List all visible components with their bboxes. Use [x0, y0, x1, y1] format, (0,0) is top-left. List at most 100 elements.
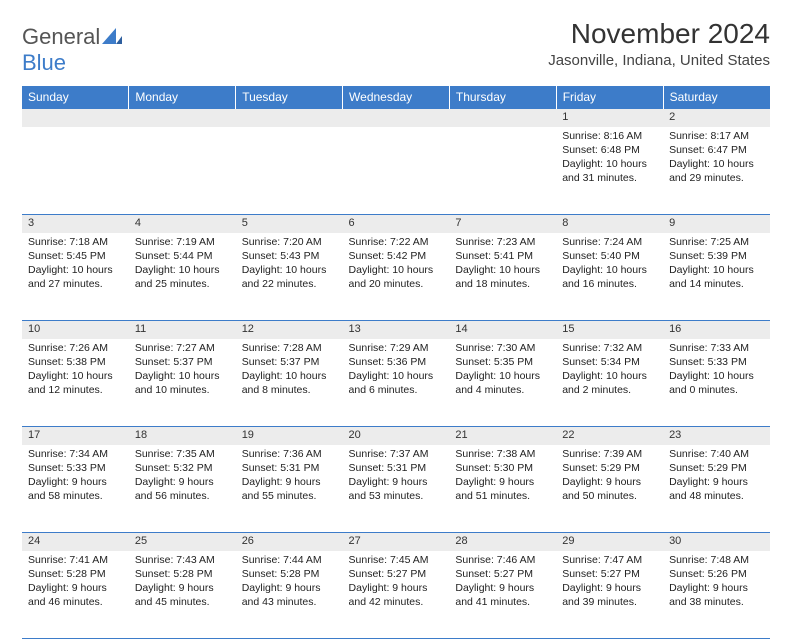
header: General Blue November 2024 Jasonville, I…: [22, 18, 770, 76]
day-number: [343, 109, 450, 127]
daylight-text: Daylight: 9 hours and 43 minutes.: [242, 581, 337, 609]
sunset-text: Sunset: 5:33 PM: [669, 355, 764, 369]
sunset-text: Sunset: 5:27 PM: [562, 567, 657, 581]
day-number: 24: [22, 533, 129, 551]
weekday-header: Tuesday: [236, 86, 343, 109]
day-number-row: 24252627282930: [22, 533, 770, 551]
daylight-text: Daylight: 9 hours and 42 minutes.: [349, 581, 444, 609]
sunset-text: Sunset: 5:35 PM: [455, 355, 550, 369]
sunrise-text: Sunrise: 7:32 AM: [562, 341, 657, 355]
daylight-text: Daylight: 9 hours and 55 minutes.: [242, 475, 337, 503]
day-number: [22, 109, 129, 127]
sunset-text: Sunset: 5:41 PM: [455, 249, 550, 263]
day-details: Sunrise: 7:26 AMSunset: 5:38 PMDaylight:…: [22, 339, 129, 402]
day-details: Sunrise: 7:38 AMSunset: 5:30 PMDaylight:…: [449, 445, 556, 508]
day-number-row: 3456789: [22, 215, 770, 233]
day-details: Sunrise: 7:45 AMSunset: 5:27 PMDaylight:…: [343, 551, 450, 614]
day-number: 10: [22, 321, 129, 339]
day-cell: Sunrise: 7:48 AMSunset: 5:26 PMDaylight:…: [663, 551, 770, 639]
day-cell: Sunrise: 7:45 AMSunset: 5:27 PMDaylight:…: [343, 551, 450, 639]
daylight-text: Daylight: 10 hours and 16 minutes.: [562, 263, 657, 291]
daylight-text: Daylight: 9 hours and 39 minutes.: [562, 581, 657, 609]
sunset-text: Sunset: 6:47 PM: [669, 143, 764, 157]
day-cell: Sunrise: 8:17 AMSunset: 6:47 PMDaylight:…: [663, 127, 770, 215]
logo-text: General Blue: [22, 24, 122, 76]
sunrise-text: Sunrise: 7:48 AM: [669, 553, 764, 567]
day-details: Sunrise: 7:36 AMSunset: 5:31 PMDaylight:…: [236, 445, 343, 508]
weekday-header: Thursday: [449, 86, 556, 109]
daylight-text: Daylight: 10 hours and 29 minutes.: [669, 157, 764, 185]
sunrise-text: Sunrise: 7:25 AM: [669, 235, 764, 249]
sunset-text: Sunset: 5:29 PM: [669, 461, 764, 475]
weekday-header: Monday: [129, 86, 236, 109]
day-number-row: 12: [22, 109, 770, 127]
daylight-text: Daylight: 9 hours and 38 minutes.: [669, 581, 764, 609]
daylight-text: Daylight: 10 hours and 31 minutes.: [562, 157, 657, 185]
daylight-text: Daylight: 10 hours and 10 minutes.: [135, 369, 230, 397]
day-content-row: Sunrise: 7:41 AMSunset: 5:28 PMDaylight:…: [22, 551, 770, 639]
sunrise-text: Sunrise: 7:22 AM: [349, 235, 444, 249]
day-number: 7: [449, 215, 556, 233]
sunrise-text: Sunrise: 7:20 AM: [242, 235, 337, 249]
sunrise-text: Sunrise: 7:24 AM: [562, 235, 657, 249]
daylight-text: Daylight: 10 hours and 18 minutes.: [455, 263, 550, 291]
sunrise-text: Sunrise: 7:37 AM: [349, 447, 444, 461]
day-details: Sunrise: 7:41 AMSunset: 5:28 PMDaylight:…: [22, 551, 129, 614]
sunrise-text: Sunrise: 7:46 AM: [455, 553, 550, 567]
sunset-text: Sunset: 5:43 PM: [242, 249, 337, 263]
day-cell: Sunrise: 7:32 AMSunset: 5:34 PMDaylight:…: [556, 339, 663, 427]
sunrise-text: Sunrise: 7:39 AM: [562, 447, 657, 461]
day-number: 1: [556, 109, 663, 127]
daylight-text: Daylight: 10 hours and 25 minutes.: [135, 263, 230, 291]
daylight-text: Daylight: 9 hours and 45 minutes.: [135, 581, 230, 609]
day-number: 3: [22, 215, 129, 233]
day-number: 19: [236, 427, 343, 445]
day-details: Sunrise: 7:48 AMSunset: 5:26 PMDaylight:…: [663, 551, 770, 614]
sunrise-text: Sunrise: 7:19 AM: [135, 235, 230, 249]
daylight-text: Daylight: 10 hours and 22 minutes.: [242, 263, 337, 291]
daylight-text: Daylight: 10 hours and 4 minutes.: [455, 369, 550, 397]
day-details: Sunrise: 7:34 AMSunset: 5:33 PMDaylight:…: [22, 445, 129, 508]
sunset-text: Sunset: 5:45 PM: [28, 249, 123, 263]
logo-sail-icon: [102, 31, 122, 48]
day-cell: Sunrise: 7:44 AMSunset: 5:28 PMDaylight:…: [236, 551, 343, 639]
day-details: Sunrise: 7:23 AMSunset: 5:41 PMDaylight:…: [449, 233, 556, 296]
title-block: November 2024 Jasonville, Indiana, Unite…: [548, 18, 770, 69]
logo: General Blue: [22, 24, 122, 76]
sunset-text: Sunset: 5:30 PM: [455, 461, 550, 475]
day-details: Sunrise: 7:33 AMSunset: 5:33 PMDaylight:…: [663, 339, 770, 402]
month-title: November 2024: [548, 18, 770, 50]
day-number: 30: [663, 533, 770, 551]
sunrise-text: Sunrise: 7:23 AM: [455, 235, 550, 249]
day-details: Sunrise: 7:22 AMSunset: 5:42 PMDaylight:…: [343, 233, 450, 296]
day-number: 18: [129, 427, 236, 445]
day-details: Sunrise: 7:47 AMSunset: 5:27 PMDaylight:…: [556, 551, 663, 614]
day-number: 26: [236, 533, 343, 551]
day-number: 8: [556, 215, 663, 233]
daylight-text: Daylight: 10 hours and 20 minutes.: [349, 263, 444, 291]
day-number: 13: [343, 321, 450, 339]
day-cell: Sunrise: 7:38 AMSunset: 5:30 PMDaylight:…: [449, 445, 556, 533]
sunset-text: Sunset: 5:32 PM: [135, 461, 230, 475]
sunset-text: Sunset: 5:40 PM: [562, 249, 657, 263]
sunrise-text: Sunrise: 7:38 AM: [455, 447, 550, 461]
day-number-row: 17181920212223: [22, 427, 770, 445]
day-cell: Sunrise: 7:25 AMSunset: 5:39 PMDaylight:…: [663, 233, 770, 321]
day-cell: Sunrise: 7:34 AMSunset: 5:33 PMDaylight:…: [22, 445, 129, 533]
day-cell: Sunrise: 7:23 AMSunset: 5:41 PMDaylight:…: [449, 233, 556, 321]
day-cell: Sunrise: 7:47 AMSunset: 5:27 PMDaylight:…: [556, 551, 663, 639]
sunrise-text: Sunrise: 7:40 AM: [669, 447, 764, 461]
day-cell: Sunrise: 7:35 AMSunset: 5:32 PMDaylight:…: [129, 445, 236, 533]
day-number: 12: [236, 321, 343, 339]
day-details: Sunrise: 7:25 AMSunset: 5:39 PMDaylight:…: [663, 233, 770, 296]
sunrise-text: Sunrise: 7:33 AM: [669, 341, 764, 355]
day-cell: Sunrise: 7:19 AMSunset: 5:44 PMDaylight:…: [129, 233, 236, 321]
day-number: 28: [449, 533, 556, 551]
sunrise-text: Sunrise: 7:18 AM: [28, 235, 123, 249]
day-number: 23: [663, 427, 770, 445]
sunset-text: Sunset: 5:37 PM: [135, 355, 230, 369]
day-details: Sunrise: 8:17 AMSunset: 6:47 PMDaylight:…: [663, 127, 770, 190]
weekday-header: Sunday: [22, 86, 129, 109]
day-cell: Sunrise: 7:27 AMSunset: 5:37 PMDaylight:…: [129, 339, 236, 427]
day-cell: Sunrise: 7:33 AMSunset: 5:33 PMDaylight:…: [663, 339, 770, 427]
